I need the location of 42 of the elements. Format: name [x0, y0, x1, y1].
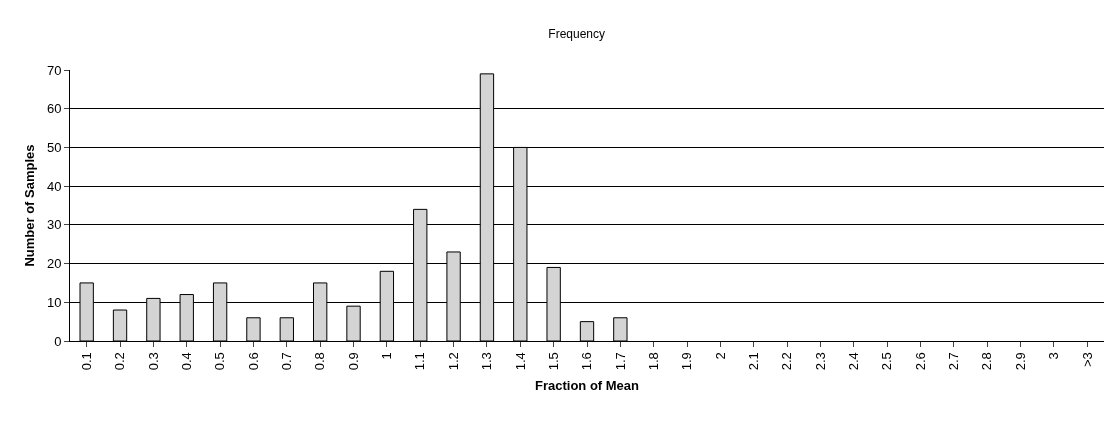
x-tick-label: 1.2 — [445, 352, 461, 371]
x-tick-label: 2.9 — [1012, 352, 1028, 371]
y-tick-label: 60 — [46, 101, 62, 117]
x-tick-label: 2.1 — [745, 352, 761, 371]
x-tick-label: 2.6 — [912, 352, 928, 371]
y-tick-label: 20 — [46, 256, 62, 272]
x-tick-label: 1.5 — [545, 352, 561, 371]
x-tick-label: 0.1 — [78, 352, 94, 371]
x-tick-label: 0.8 — [312, 352, 328, 371]
x-tick-label: 2 — [712, 352, 728, 360]
y-tick-label: 50 — [46, 139, 62, 155]
x-tick-label: 3 — [1046, 352, 1062, 360]
x-tick-label: 0.9 — [345, 352, 361, 371]
x-tick-label: 0.3 — [145, 352, 161, 371]
x-tick-label: 1.9 — [679, 352, 695, 371]
x-tick-label: 0.6 — [245, 352, 261, 371]
x-tick-label: 2.4 — [846, 352, 862, 371]
x-tick-label: 2.2 — [779, 352, 795, 371]
x-tick-label: 1.4 — [512, 352, 528, 371]
x-tick-label: 2.5 — [879, 352, 895, 371]
x-tick-label: 0.2 — [112, 352, 128, 371]
x-tick-label: 0.4 — [178, 352, 194, 371]
y-tick-label: 70 — [46, 62, 62, 78]
chart-title: Frequency — [548, 27, 606, 42]
y-tick-label: 30 — [46, 217, 62, 233]
x-tick-label: 1.1 — [412, 352, 428, 371]
x-tick-label: 2.3 — [812, 352, 828, 371]
x-tick-label: 1.3 — [479, 352, 495, 371]
x-tick-label: 0.7 — [279, 352, 295, 371]
x-tick-label: 2.7 — [946, 352, 962, 371]
x-tick-label: 1.8 — [645, 352, 661, 371]
x-tick-label: >3 — [1079, 352, 1095, 368]
x-tick-label: 1.6 — [579, 352, 595, 371]
x-tick-label: 1.7 — [612, 352, 628, 371]
y-tick-label: 40 — [46, 178, 62, 194]
y-tick-label: 0 — [54, 333, 62, 349]
x-tick-label: 0.5 — [212, 352, 228, 371]
y-tick-label: 10 — [46, 294, 62, 310]
y-axis-title: Number of Samples — [22, 144, 37, 267]
x-axis-title: Fraction of Mean — [534, 378, 640, 393]
x-tick-label: 1 — [379, 352, 395, 360]
x-tick-label: 2.8 — [979, 352, 995, 371]
